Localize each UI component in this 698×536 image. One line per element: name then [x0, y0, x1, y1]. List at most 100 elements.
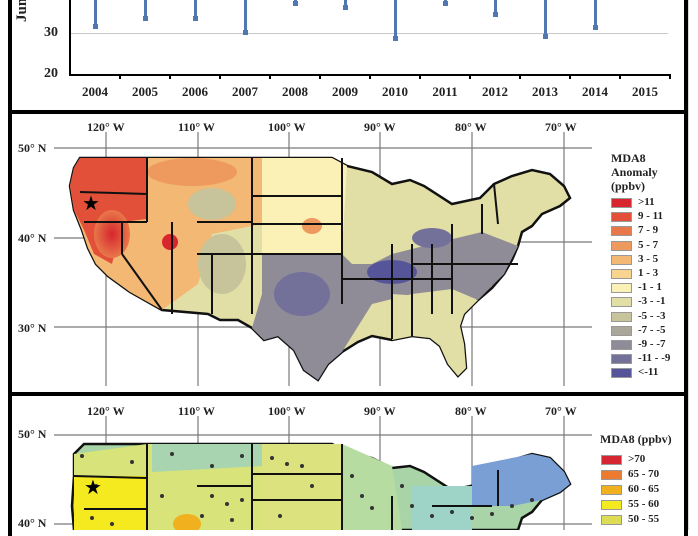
legend-swatch [611, 354, 632, 365]
bar [394, 0, 397, 40]
star-marker-icon: ★ [84, 477, 102, 499]
panel-divider [8, 110, 688, 114]
bar-end-marker [493, 11, 498, 17]
lon-label-100w: 100° W [268, 120, 306, 134]
legend-swatch [611, 226, 632, 237]
legend-swatch [601, 500, 622, 510]
legend-label: -3 - -1 [638, 295, 666, 308]
bar [144, 0, 147, 20]
panel-divider [8, 392, 688, 396]
bar-end-marker [243, 30, 248, 35]
mda8-legend-title: MDA8 (ppbv) [600, 432, 672, 446]
y-tick-20: 20 [44, 66, 58, 81]
bar [494, 0, 497, 15]
x-tick-mark [369, 74, 371, 79]
lat-label-40n: 40° N [18, 231, 47, 245]
legend-label: <-11 [638, 366, 659, 379]
legend-label: 7 - 9 [638, 224, 659, 237]
legend-label: -7 - -5 [638, 323, 666, 336]
legend-swatch [601, 455, 622, 465]
x-tick-label: 2014 [582, 84, 608, 99]
x-tick-label: 2009 [332, 84, 358, 99]
x-tick-mark [269, 74, 271, 79]
legend-swatch [611, 254, 632, 265]
x-tick-label: 2006 [182, 84, 208, 99]
x-tick-mark [469, 74, 471, 79]
x-tick-label: 2015 [632, 84, 658, 99]
mda8-map: ★ [54, 416, 592, 530]
right-margin [688, 0, 698, 530]
y-axis-label: Jun [14, 0, 30, 22]
lon-label-80w: 80° W [455, 404, 487, 418]
x-tick-label: 2012 [482, 84, 508, 99]
legend-label: >11 [638, 196, 655, 208]
legend-label: -9 - -7 [638, 338, 666, 350]
legend-label: 9 - 11 [638, 210, 664, 223]
lon-label-110w: 110° W [178, 120, 215, 134]
legend-label: -1 - 1 [638, 281, 662, 294]
legend-swatch [611, 368, 632, 379]
legend-swatch [601, 515, 622, 525]
bar-end-marker [593, 25, 598, 31]
legend-label: -5 - -3 [638, 309, 666, 322]
x-tick-mark [569, 74, 571, 79]
star-marker-icon: ★ [82, 193, 100, 215]
anomaly-legend-title: MDA8 Anomaly (ppbv) [611, 151, 658, 193]
lat-label-50n: 50° N [18, 427, 47, 441]
x-tick-mark [219, 74, 221, 79]
lon-label-80w: 80° W [455, 120, 487, 134]
legend-swatch [611, 297, 632, 308]
x-tick-label: 2010 [382, 84, 408, 99]
x-tick-label: 2005 [132, 84, 158, 99]
anomaly-map: ★ [54, 132, 592, 386]
legend-title-line: MDA8 [611, 151, 646, 165]
legend-title-line: (ppbv) [611, 179, 646, 193]
gridline-30 [70, 33, 668, 34]
legend-swatch [611, 340, 632, 350]
x-tick-label: 2004 [82, 84, 108, 99]
legend-label: 5 - 7 [638, 238, 659, 251]
legend-swatch [601, 485, 622, 495]
x-tick-label: 2013 [532, 84, 558, 99]
x-tick-mark [169, 74, 171, 79]
x-tick-mark [519, 74, 521, 79]
bar-end-marker [393, 36, 398, 42]
x-tick-label: 2008 [282, 84, 308, 99]
bar [344, 0, 347, 9]
lon-label-120w: 120° W [87, 404, 125, 418]
bar [194, 0, 197, 20]
x-tick-mark [119, 74, 121, 79]
legend-swatch [611, 283, 632, 294]
legend-swatch [611, 240, 632, 251]
bar-end-marker [293, 1, 298, 7]
lon-label-120w: 120° W [87, 120, 125, 134]
legend-swatch [611, 269, 632, 279]
x-tick-mark [319, 74, 321, 79]
legend-label: 65 - 70 [628, 468, 660, 480]
lat-label-30n: 30° N [18, 321, 47, 335]
bar-end-marker [193, 16, 198, 22]
lat-label-40n: 40° N [18, 516, 47, 530]
legend-swatch [601, 470, 622, 480]
x-tick-mark [419, 74, 421, 79]
lon-label-70w: 70° W [545, 120, 577, 134]
lon-label-100w: 100° W [268, 404, 306, 418]
bar [594, 0, 597, 29]
bar-end-marker [343, 5, 348, 11]
lat-label-50n: 50° N [18, 141, 47, 155]
bar-end-marker [443, 1, 448, 7]
lon-label-90w: 90° W [364, 120, 396, 134]
x-tick-label: 2007 [232, 84, 258, 99]
bar-end-marker [143, 16, 148, 22]
legend-label: 55 - 60 [628, 498, 660, 510]
bar [544, 0, 547, 38]
lon-label-70w: 70° W [545, 404, 577, 418]
x-tick-mark [669, 74, 671, 79]
legend-title-line: Anomaly [611, 165, 658, 179]
lon-label-90w: 90° W [364, 404, 396, 418]
y-tick-30: 30 [44, 25, 58, 40]
legend-swatch [611, 212, 632, 223]
x-tick-label: 2011 [432, 84, 458, 99]
legend-label: 60 - 65 [628, 483, 660, 495]
bar [94, 0, 97, 27]
